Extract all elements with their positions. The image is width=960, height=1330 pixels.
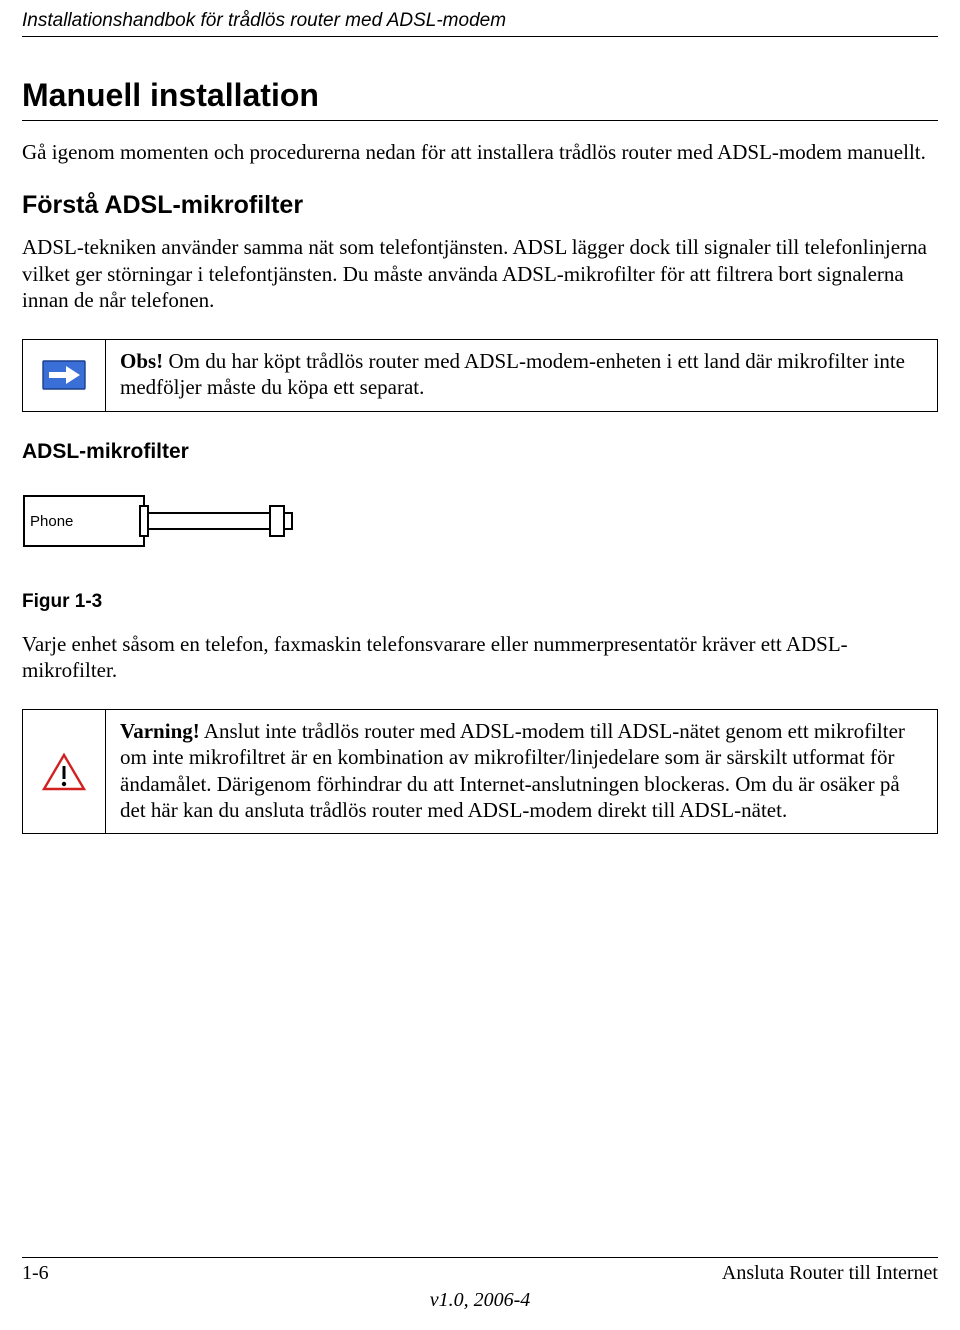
phone-label: Phone <box>30 513 73 530</box>
warning-icon-cell <box>23 710 106 833</box>
warning-body: Anslut inte trådlös router med ADSL-mode… <box>120 719 905 822</box>
subsection-title: Förstå ADSL-mikrofilter <box>22 191 938 220</box>
note-lead: Obs! <box>120 349 163 373</box>
footer-version: v1.0, 2006-4 <box>22 1289 938 1312</box>
note-body: Om du har köpt trådlös router med ADSL-m… <box>120 349 905 399</box>
subsection-body: ADSL-tekniken använder samma nät som tel… <box>22 234 938 313</box>
figure-caption: Figur 1-3 <box>22 591 938 613</box>
warning-callout: Varning! Anslut inte trådlös router med … <box>22 709 938 834</box>
note-text: Obs! Om du har köpt trådlös router med A… <box>106 340 937 411</box>
running-header: Installationshandbok för trådlös router … <box>22 10 938 37</box>
phone-filter-diagram-icon: Phone <box>22 486 302 556</box>
figure-phone-filter: Phone Figur 1-3 <box>22 486 938 613</box>
page-footer: 1-6 Ansluta Router till Internet v1.0, 2… <box>22 1257 938 1312</box>
note-callout: Obs! Om du har köpt trådlös router med A… <box>22 339 938 412</box>
arrow-right-icon <box>42 360 86 390</box>
footer-chapter: Ansluta Router till Internet <box>722 1262 938 1285</box>
section-title: Manuell installation <box>22 77 938 121</box>
footer-line: 1-6 Ansluta Router till Internet <box>22 1257 938 1285</box>
footer-page-number: 1-6 <box>22 1262 49 1285</box>
warning-icon <box>41 752 87 792</box>
section-intro: Gå igenom momenten och procedurerna neda… <box>22 139 938 165</box>
warning-text: Varning! Anslut inte trådlös router med … <box>106 710 937 833</box>
note-icon-cell <box>23 340 106 411</box>
figure-body-after: Varje enhet såsom en telefon, faxmaskin … <box>22 631 938 684</box>
document-page: Installationshandbok för trådlös router … <box>0 0 960 1330</box>
warning-lead: Varning! <box>120 719 200 743</box>
subsubsection-title: ADSL-mikrofilter <box>22 440 938 464</box>
